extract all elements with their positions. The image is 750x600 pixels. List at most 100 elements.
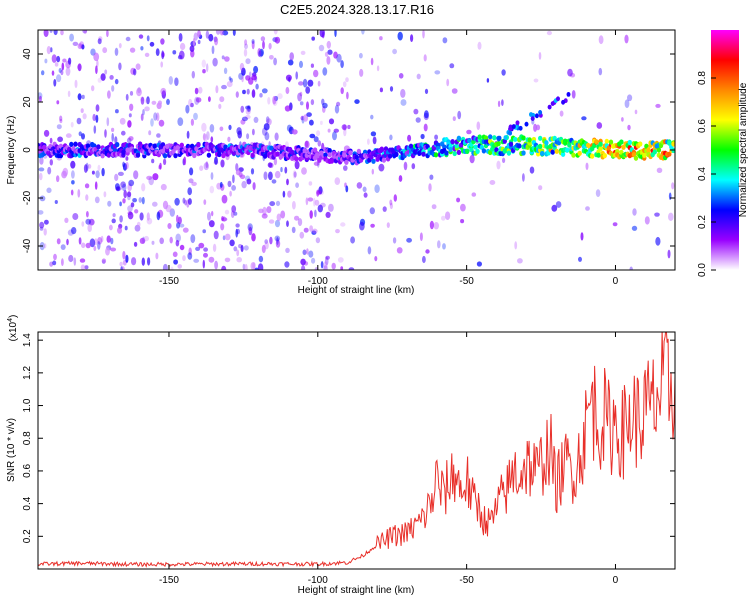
speckle-cell <box>291 226 296 234</box>
ridge-cell <box>379 147 384 153</box>
speckle-cell <box>276 236 279 245</box>
ridge-cell <box>250 152 255 158</box>
speckle-cell <box>203 247 209 252</box>
ridge-cell <box>327 152 332 158</box>
speckle-cell <box>656 167 663 173</box>
speckle-cell <box>124 225 128 231</box>
speckle-cell <box>127 205 133 212</box>
speckle-cell <box>323 261 328 269</box>
speckle-cell <box>252 182 256 191</box>
speckle-cell <box>350 236 355 244</box>
speckle-cell <box>136 88 142 97</box>
speckle-cell <box>369 207 375 215</box>
speckle-cell <box>307 197 314 202</box>
speckle-cell <box>393 194 397 202</box>
speckle-cell <box>275 200 281 207</box>
speckle-cell <box>115 186 121 192</box>
ridge-cell <box>394 151 399 157</box>
speckle-cell <box>280 210 286 219</box>
speckle-cell <box>57 136 63 143</box>
speckle-cell <box>212 243 217 252</box>
speckle-cell <box>43 30 49 37</box>
speckle-cell <box>186 199 190 208</box>
speckle-cell <box>598 67 603 76</box>
speckle-cell <box>621 117 624 122</box>
speckle-cell <box>205 161 209 169</box>
speckle-cell <box>294 160 300 170</box>
speckle-cell <box>236 249 240 257</box>
speckle-cell <box>129 47 136 53</box>
speckle-cell <box>106 117 110 127</box>
speckle-cell <box>162 263 168 270</box>
speckle-cell <box>78 131 83 137</box>
ridge-cell <box>329 158 334 164</box>
speckle-cell <box>197 39 201 45</box>
ridge-cell <box>594 139 599 145</box>
ridge-cell <box>217 151 222 158</box>
speckle-cell <box>269 55 274 60</box>
ridge-cell <box>115 142 120 148</box>
speckle-cell <box>83 164 88 173</box>
speckle-cell <box>58 68 62 73</box>
ridge-cell <box>527 137 532 143</box>
speckle-cell <box>146 212 150 221</box>
speckle-cell <box>54 62 59 67</box>
speckle-cell <box>220 159 225 168</box>
speckle-cell <box>266 206 272 214</box>
speckle-cell <box>585 162 589 170</box>
speckle-cell <box>668 192 672 200</box>
speckle-cell <box>361 30 365 35</box>
speckle-cell <box>247 223 253 232</box>
speckle-cell <box>248 224 252 232</box>
speckle-cell <box>257 48 262 57</box>
speckle-cell <box>260 36 266 42</box>
ridge-cell <box>671 141 675 147</box>
speckle-cell <box>634 109 638 115</box>
speckle-cell <box>433 222 439 230</box>
ridge-cell <box>561 99 566 105</box>
speckle-cell <box>245 58 251 65</box>
speckle-cell <box>269 201 276 207</box>
ridge-cell <box>475 148 480 154</box>
speckle-cell <box>141 183 146 192</box>
speckle-cell <box>94 181 98 190</box>
speckle-cell <box>397 31 403 41</box>
speckle-cell <box>276 213 282 222</box>
speckle-cell <box>253 65 259 74</box>
speckle-cell <box>56 55 61 63</box>
speckle-cell <box>96 59 99 68</box>
speckle-cell <box>466 129 472 135</box>
speckle-cell <box>306 101 309 110</box>
ridge-cell <box>508 130 513 136</box>
speckle-cell <box>189 167 194 176</box>
speckle-cell <box>274 219 281 228</box>
ridge-cell <box>456 149 462 155</box>
ridge-cell <box>642 152 647 158</box>
speckle-cell <box>122 161 125 168</box>
speckle-cell <box>346 91 349 100</box>
colorbar-tick-label: 0.8 <box>697 71 708 85</box>
speckle-cell <box>263 123 270 131</box>
speckle-cell <box>179 223 185 228</box>
speckle-cell <box>74 79 78 89</box>
speckle-cell <box>416 73 421 80</box>
speckle-cell <box>305 197 309 206</box>
speckle-cell <box>122 198 126 204</box>
speckle-cell <box>156 211 161 221</box>
speckle-cell <box>624 34 629 44</box>
speckle-cell <box>120 266 123 270</box>
speckle-cell <box>144 52 150 58</box>
speckle-cell <box>79 258 86 263</box>
speckle-cell <box>318 44 325 52</box>
speckle-cell <box>229 190 232 197</box>
speckle-cell <box>160 61 163 68</box>
speckle-cell <box>129 91 134 96</box>
speckle-cell <box>299 60 303 68</box>
speckle-cell <box>422 30 425 39</box>
speckle-cell <box>87 164 92 169</box>
speckle-cell <box>313 161 320 166</box>
speckle-cell <box>118 62 122 71</box>
speckle-cell <box>174 197 180 206</box>
ridge-cell <box>356 148 362 154</box>
speckle-cell <box>322 67 328 76</box>
